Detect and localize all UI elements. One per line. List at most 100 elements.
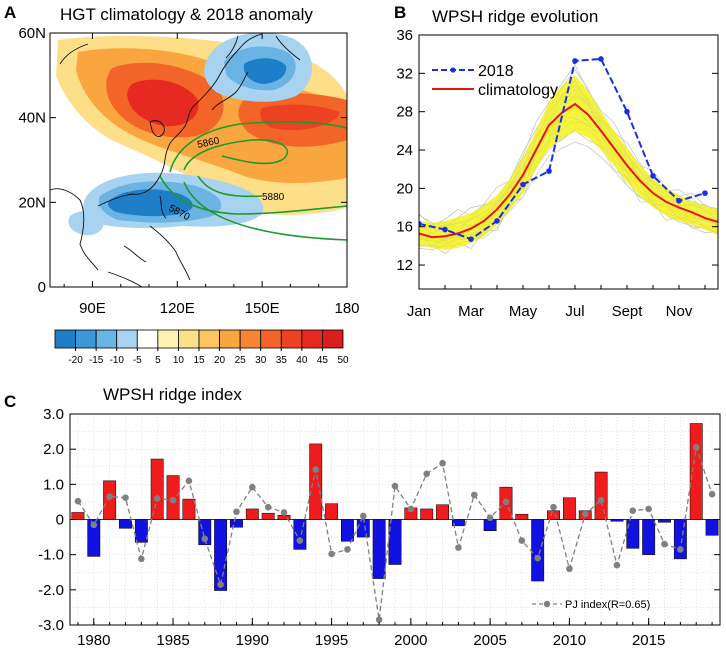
colorbar: -20 -15 -10 -5 5 10 15 20 25 30 35 40 45 50	[54, 329, 349, 366]
pj-index-point	[486, 514, 494, 522]
panel-c-legend: PJ index(R=0.65)	[532, 599, 650, 611]
colorbar-label: 35	[276, 355, 288, 366]
series-2018-point	[494, 218, 500, 224]
x-tick-label: 180	[334, 300, 359, 317]
pj-index-point	[106, 493, 113, 500]
pj-index-point	[296, 537, 304, 544]
pj-index-point	[407, 505, 415, 513]
y-tick-label: 3.0	[43, 406, 64, 423]
climatology-contours	[159, 121, 347, 241]
pj-index-point	[661, 540, 668, 548]
colorbar-label: 30	[255, 355, 267, 366]
anomaly-positive-core	[127, 79, 199, 127]
panel-b-frame	[418, 34, 719, 290]
panel-c-title: WPSH ridge index	[103, 385, 242, 404]
ridge-index-bar	[182, 498, 196, 520]
pj-index-point	[233, 508, 240, 516]
ridge-index-bar	[119, 519, 132, 529]
pj-index-point	[518, 537, 526, 544]
series-2018	[419, 56, 708, 242]
pj-index-point	[629, 507, 637, 515]
panel-b: B WPSH ridge evolution 12 16 20 24 28 32 36 Jan…	[394, 3, 719, 320]
x-tick-label: 1980	[77, 632, 110, 649]
colorbar-label: -10	[109, 355, 124, 366]
climatology-line	[419, 102, 718, 239]
ridge-index-bar	[245, 508, 259, 520]
ridge-index-bar	[356, 519, 370, 538]
x-tick-label: 2005	[473, 632, 506, 649]
colorbar-swatch	[280, 329, 303, 349]
series-2018-point	[419, 221, 422, 227]
y-tick-label: 20	[396, 180, 413, 197]
ridge-index-bar	[309, 443, 323, 520]
ensemble-line-overlay	[419, 94, 718, 236]
anomaly-negative-north-core	[243, 58, 287, 84]
colorbar-swatch	[178, 329, 200, 349]
pj-index-point	[391, 482, 399, 490]
ridge-index-bar	[341, 519, 354, 542]
x-tick-label: 1995	[315, 632, 348, 649]
panel-a-axes: 90E 120E 150E 180 0 20N 40N 60N	[18, 25, 359, 317]
pj-index-point	[581, 510, 589, 518]
ensemble-line-overlay	[419, 88, 718, 236]
ridge-index-bar	[515, 513, 529, 520]
ridge-index-bar	[388, 519, 402, 565]
colorbar-label: 45	[317, 355, 329, 366]
panel-a-frame	[49, 32, 348, 288]
colorbar-swatch	[136, 329, 159, 349]
pj-index-point	[455, 544, 462, 551]
pj-index-point	[74, 497, 82, 505]
panel-a-letter: A	[4, 3, 16, 22]
panel-c: C WPSH ridge index -3.0 -2.0 -1.0 0 1.0 2.0 3.…	[4, 385, 721, 649]
pj-index-point	[201, 535, 209, 543]
pj-index-point	[566, 565, 573, 573]
colorbar-label: 50	[337, 355, 349, 366]
y-tick-label: 1.0	[43, 476, 64, 493]
legend-climatology-label: climatology	[478, 82, 558, 99]
colorbar-swatch	[322, 329, 344, 349]
colorbar-label: -20	[68, 355, 83, 366]
legend-2018-label: 2018	[478, 63, 514, 80]
pj-index-point	[90, 521, 98, 529]
climatology-spread	[419, 75, 718, 250]
y-tick-label: -1.0	[38, 547, 64, 564]
colorbar-label: -15	[89, 355, 104, 366]
colorbar-swatch	[219, 329, 241, 349]
colorbar-label: 15	[193, 355, 205, 366]
y-tick-label: 20N	[18, 194, 46, 211]
panel-a-title: HGT climatology & 2018 anomaly	[60, 5, 313, 24]
x-tick-label: Mar	[458, 303, 484, 320]
y-tick-label: 2.0	[43, 441, 64, 458]
y-tick-label: -3.0	[38, 617, 64, 634]
series-2018-point	[546, 168, 552, 174]
colorbar-swatch	[116, 329, 138, 349]
pj-index-point	[344, 546, 351, 553]
y-tick-label: 0	[38, 279, 46, 296]
pj-index-point	[359, 512, 367, 520]
colorbar-swatch	[157, 329, 179, 349]
y-tick-label: 60N	[18, 25, 46, 42]
panel-b-letter: B	[394, 3, 406, 22]
pj-index-point	[185, 477, 193, 485]
ensemble-line-overlay	[419, 130, 718, 255]
colorbar-swatch	[95, 329, 118, 349]
colorbar-swatch	[260, 329, 282, 349]
colorbar-label: 25	[235, 355, 247, 366]
series-2018-point	[624, 108, 630, 115]
y-tick-label: 12	[396, 257, 413, 274]
ridge-index-bar	[547, 510, 560, 520]
y-tick-label: 36	[396, 27, 413, 44]
ridge-index-bar	[705, 519, 719, 536]
x-tick-label: 120E	[160, 300, 195, 317]
colorbar-label: 40	[296, 355, 308, 366]
y-tick-label: -2.0	[38, 582, 64, 599]
ridge-index-bar	[436, 504, 449, 520]
pj-index-point	[708, 490, 716, 498]
x-tick-label: 2000	[394, 632, 427, 649]
ridge-index-bars	[71, 423, 719, 591]
ridge-index-bar	[658, 519, 671, 523]
ridge-index-bar	[103, 480, 117, 520]
series-2018-point	[520, 181, 526, 188]
ridge-index-bar	[483, 519, 497, 532]
ridge-index-bar	[610, 519, 624, 522]
